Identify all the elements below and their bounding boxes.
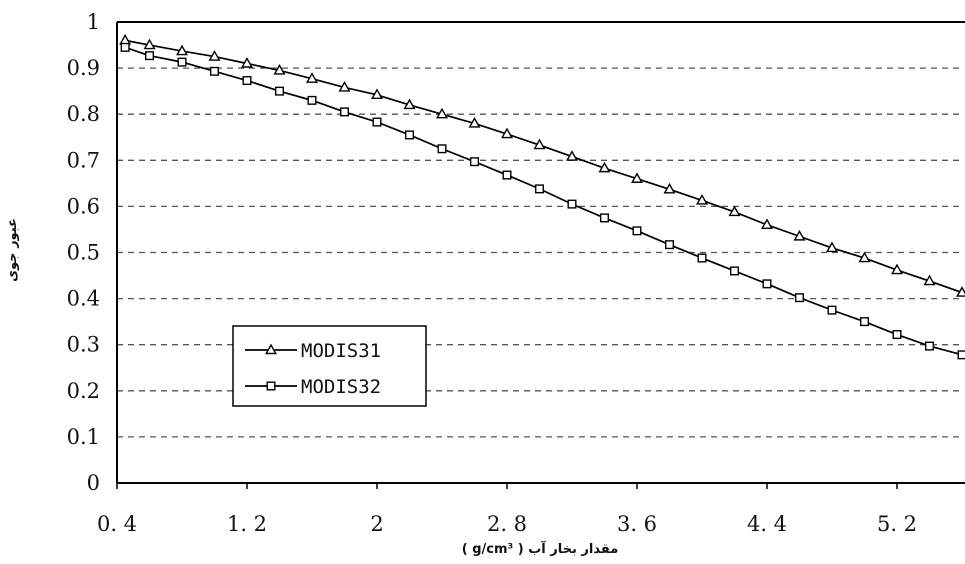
data-point — [566, 150, 578, 161]
data-point — [533, 138, 546, 150]
data-point — [598, 161, 611, 173]
data-point — [697, 253, 707, 263]
grid-lines — [117, 67, 962, 438]
data-point — [957, 350, 965, 360]
data-point — [795, 293, 805, 303]
data-point — [403, 98, 416, 110]
data-point — [730, 266, 740, 276]
x-tick-label: 2. 8 — [487, 512, 527, 536]
y-tick-label: 0.1 — [67, 425, 100, 449]
data-point — [665, 240, 675, 250]
data-point — [144, 51, 154, 61]
series-MODIS31 — [119, 34, 965, 297]
data-point — [502, 170, 512, 180]
data-point — [120, 42, 130, 52]
y-tick-label: 0 — [87, 471, 100, 495]
y-tick-label: 0.7 — [67, 148, 100, 172]
data-point — [761, 218, 773, 230]
data-point — [600, 213, 610, 223]
data-point — [728, 205, 741, 217]
data-point — [371, 88, 383, 100]
data-point — [470, 157, 480, 167]
data-point — [468, 116, 481, 128]
data-point — [119, 34, 132, 45]
legend: MODIS31 MODIS32 — [232, 325, 427, 407]
data-series — [119, 34, 965, 360]
tick-labels: 0 0.1 0.2 0.3 0.4 0.5 0.6 0.7 0.8 0.9 1 0. 4 1. 2 2 2.… — [67, 10, 917, 536]
data-point — [762, 279, 772, 289]
data-point — [143, 38, 156, 50]
data-point — [176, 44, 188, 56]
data-point — [793, 229, 806, 241]
data-point — [405, 130, 415, 140]
data-point — [242, 76, 252, 86]
data-point — [209, 66, 219, 76]
legend-marker — [266, 381, 276, 391]
data-point — [892, 330, 902, 340]
data-point — [241, 57, 253, 68]
data-point — [535, 184, 545, 194]
y-tick-label: 1 — [87, 10, 100, 34]
data-point — [306, 72, 318, 83]
y-tick-label: 0.4 — [67, 287, 100, 311]
x-tick-label: 4. 4 — [747, 512, 787, 536]
y-tick-label: 0.8 — [67, 102, 100, 126]
data-point — [925, 341, 935, 351]
y-axis-label: عبور جوی — [5, 218, 20, 282]
data-point — [632, 226, 642, 236]
data-point — [860, 317, 870, 327]
data-point — [923, 274, 936, 286]
x-tick-label: 1. 2 — [227, 512, 267, 536]
data-point — [956, 286, 965, 297]
x-tick-label: 3. 6 — [617, 512, 657, 536]
data-point — [338, 81, 351, 92]
y-tick-label: 0.2 — [67, 379, 100, 403]
legend-box — [232, 325, 427, 407]
data-point — [177, 57, 187, 67]
data-point — [663, 182, 676, 194]
legend-label: MODIS32 — [301, 376, 381, 398]
y-tick-label: 0.3 — [67, 333, 100, 357]
data-point — [436, 107, 448, 119]
series-MODIS32 — [120, 42, 965, 360]
x-tick-label: 5. 2 — [877, 512, 917, 536]
axes — [116, 21, 965, 489]
data-point — [826, 241, 838, 253]
data-point — [208, 50, 221, 61]
data-point — [696, 193, 708, 205]
data-point — [501, 127, 513, 139]
data-point — [275, 86, 285, 96]
y-tick-label: 0.5 — [67, 241, 100, 265]
x-axis-label: مقدار بخار آب ( g/cm³ ) — [462, 540, 619, 557]
data-point — [340, 107, 350, 117]
data-point — [891, 263, 903, 275]
y-tick-label: 0.6 — [67, 194, 100, 218]
data-point — [273, 63, 286, 75]
y-tick-label: 0.9 — [67, 56, 100, 80]
data-point — [567, 199, 577, 209]
data-point — [858, 251, 871, 263]
legend-marker — [265, 343, 277, 355]
data-point — [827, 305, 837, 315]
data-point — [372, 117, 382, 127]
data-point — [437, 144, 447, 154]
x-tick-label: 0. 4 — [97, 512, 137, 536]
x-tick-label: 2 — [370, 512, 383, 536]
data-point — [631, 172, 643, 183]
data-point — [307, 95, 317, 105]
legend-label: MODIS31 — [301, 340, 381, 362]
